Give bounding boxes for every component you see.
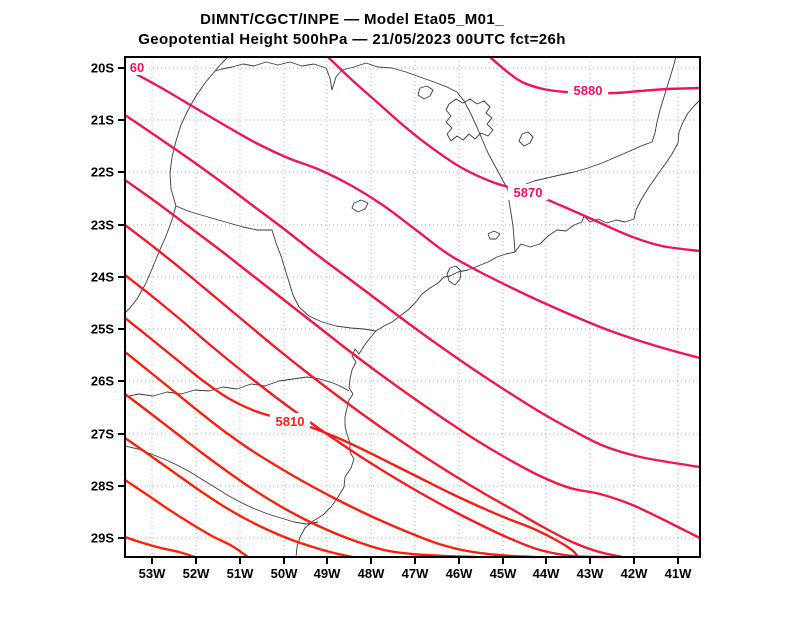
contour-5860 <box>123 66 702 360</box>
contour-5870 <box>326 55 702 253</box>
lat-tick-label: 26S <box>91 374 114 389</box>
contour-label-halo <box>125 59 149 75</box>
lat-tick-label: 25S <box>91 322 114 337</box>
lat-tick-label: 24S <box>91 270 114 285</box>
lat-tick-label: 28S <box>91 479 114 494</box>
contour-label-halo <box>567 82 609 98</box>
lon-tick-label: 52W <box>183 566 210 581</box>
lon-tick-label: 45W <box>490 566 517 581</box>
lat-tick-label: 20S <box>91 61 114 76</box>
axis-tick-labels: 20S 21S 22S 23S 24S 25S 26S 27S 28S 29S 53W 52W 51W 5… <box>91 61 692 582</box>
contour-5800 <box>123 350 537 559</box>
state-border <box>507 56 677 191</box>
contour-label-5880: 5880 <box>574 83 603 98</box>
lat-tick-label: 23S <box>91 218 114 233</box>
state-border <box>124 445 319 525</box>
map-frame <box>124 56 701 558</box>
lon-tick-label: 46W <box>446 566 473 581</box>
lon-tick-label: 51W <box>227 566 254 581</box>
lon-tick-label: 47W <box>402 566 429 581</box>
lake-outline <box>487 230 501 240</box>
contour-5840 <box>123 178 702 540</box>
lon-tick-label: 42W <box>621 566 648 581</box>
lake-outline <box>446 265 462 286</box>
lat-lon-gridlines <box>125 57 700 557</box>
contour-label-halo <box>507 184 549 200</box>
lat-tick-label: 21S <box>91 113 114 128</box>
contour-label-60: 60 <box>130 60 144 75</box>
lon-tick-label: 43W <box>577 566 604 581</box>
lon-tick-label: 44W <box>533 566 560 581</box>
contour-5830 <box>123 223 624 559</box>
lake-outline <box>351 199 369 213</box>
contour-5810 <box>123 316 580 559</box>
lon-tick-label: 53W <box>139 566 166 581</box>
lon-tick-label: 50W <box>271 566 298 581</box>
lon-tick-label: 48W <box>358 566 385 581</box>
title-line-1: DIMNT/CGCT/INPE — Model Eta05_M01_ <box>200 11 504 28</box>
contour-5770 <box>123 478 250 559</box>
title-line-2: Geopotential Height 500hPa — 21/05/2023 … <box>138 31 566 48</box>
contour-5790 <box>123 392 477 559</box>
lake-outline <box>417 85 434 100</box>
lat-tick-label: 22S <box>91 165 114 180</box>
lake-outline <box>518 131 534 147</box>
contour-label-5810: 5810 <box>276 414 305 429</box>
lon-tick-label: 49W <box>314 566 341 581</box>
contour-lines <box>123 55 702 559</box>
state-border <box>124 376 350 398</box>
state-border <box>124 70 216 314</box>
contour-label-5870: 5870 <box>514 185 543 200</box>
lon-tick-label: 41W <box>665 566 692 581</box>
state-border <box>214 56 509 191</box>
lat-tick-label: 27S <box>91 427 114 442</box>
contour-label-halo <box>269 413 311 429</box>
axis-ticks <box>118 67 679 564</box>
lat-tick-label: 29S <box>91 531 114 546</box>
lake-outline <box>445 98 494 142</box>
contour-5850 <box>123 113 702 469</box>
contour-5780 <box>123 436 354 559</box>
contour-5760 <box>123 535 197 559</box>
state-border <box>175 205 377 332</box>
contour-5820 <box>123 273 607 559</box>
contour-value-labels: 5880 5870 60 5810 <box>125 59 609 429</box>
